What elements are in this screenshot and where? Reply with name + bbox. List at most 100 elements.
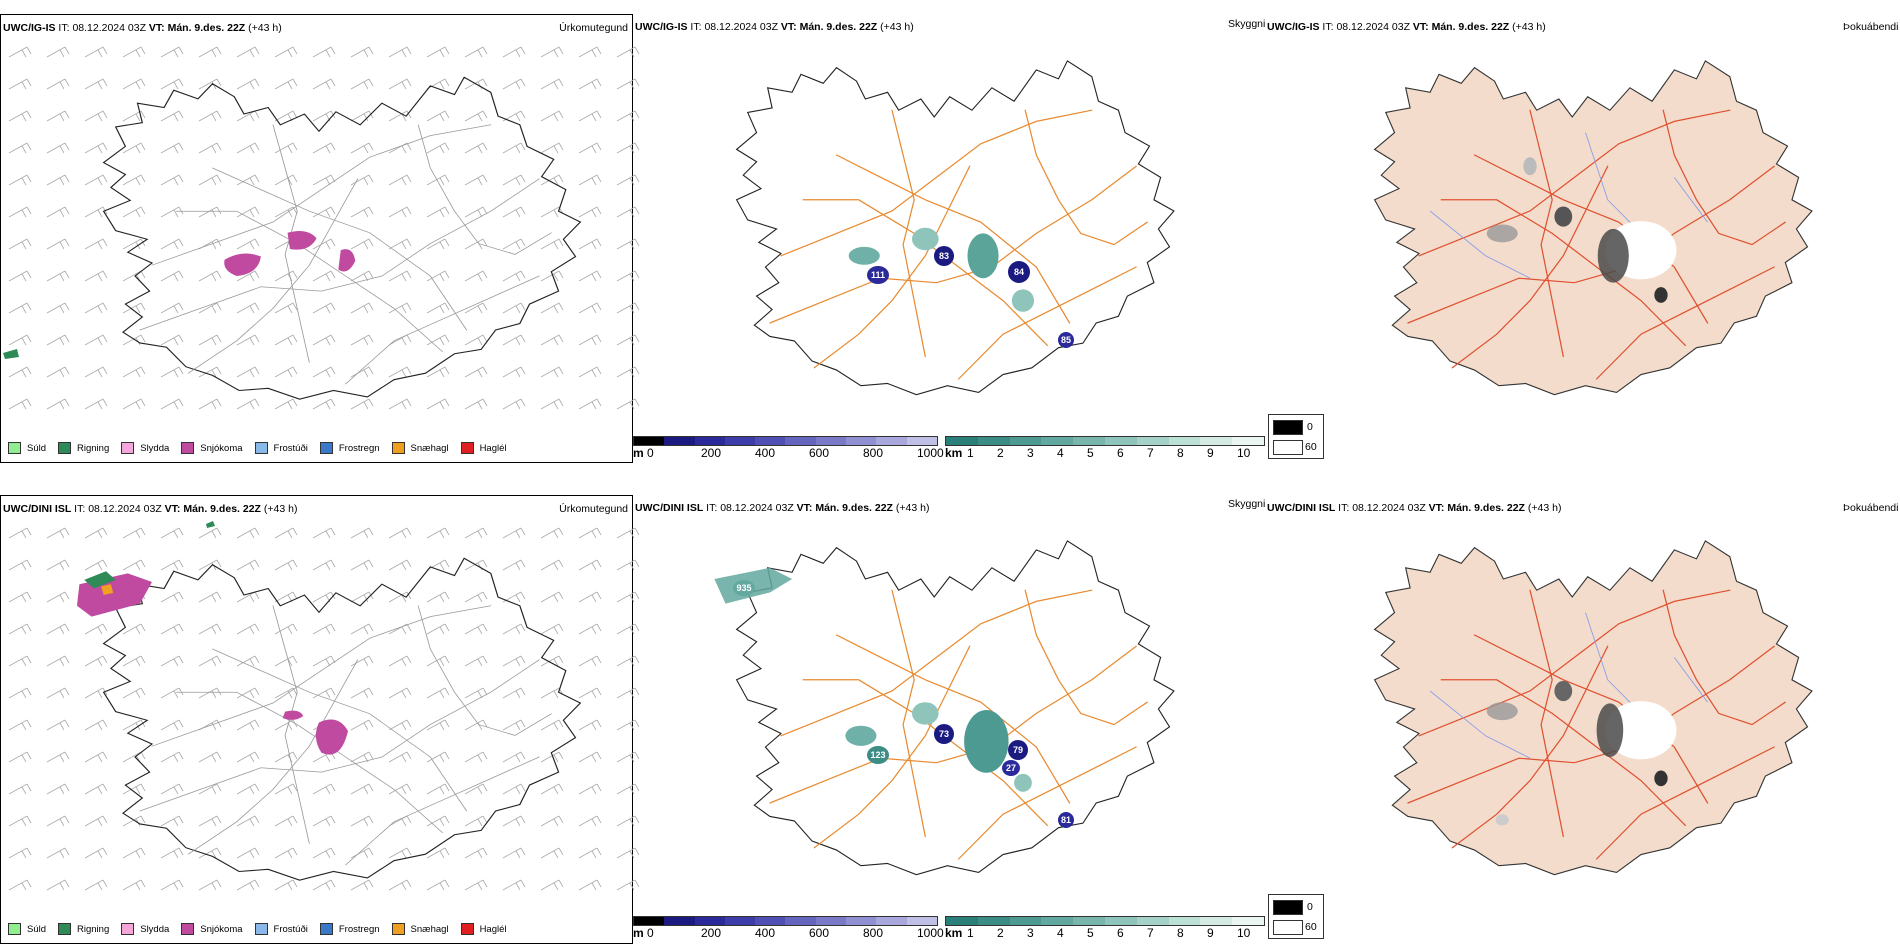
legend-swatch	[391, 923, 405, 935]
wind-barb	[274, 110, 298, 122]
wind-barb	[312, 623, 336, 635]
scale-color-step	[1200, 917, 1233, 925]
legend-swatch	[460, 442, 474, 454]
wind-barb	[274, 78, 298, 90]
wind-barb	[578, 174, 602, 186]
wind-barb	[312, 879, 336, 891]
scale-unit: km	[945, 926, 963, 940]
wind-barb	[350, 206, 374, 218]
wind-barb	[540, 783, 564, 795]
wind-barb	[236, 366, 260, 378]
wind-barb	[160, 238, 184, 250]
visibility-cell-label: 85	[1058, 332, 1074, 348]
scale-tick-label: 200	[701, 446, 722, 460]
wind-barb	[502, 879, 526, 891]
scale-color-step	[906, 437, 937, 445]
precip-legend-item: Slydda	[121, 923, 169, 935]
precip-legend-item: Rigning	[58, 923, 109, 935]
wind-barb	[464, 783, 488, 795]
valid-time-label: VT:	[148, 22, 165, 34]
panel-title-visibility: Skyggni	[1228, 18, 1266, 30]
wind-barb	[8, 366, 32, 378]
scale-tick-label: 200	[701, 926, 722, 940]
wind-barb	[84, 879, 108, 891]
wind-barb	[46, 559, 70, 571]
wind-barb	[274, 719, 298, 731]
legend-label: Frostúði	[273, 923, 308, 935]
wind-barb	[236, 591, 260, 603]
legend-label: Snæhagl	[410, 442, 449, 454]
wind-barb	[426, 238, 450, 250]
wind-barb	[616, 623, 640, 635]
wind-barb	[388, 783, 412, 795]
wind-barb	[198, 527, 222, 539]
wind-barb	[540, 655, 564, 667]
legend-label: Haglél	[479, 923, 507, 935]
wind-barb	[274, 623, 298, 635]
wind-barb	[388, 110, 412, 122]
wind-barb	[388, 815, 412, 827]
valid-time-value: Mán. 9.des. 22Z	[815, 502, 893, 514]
wind-barb	[388, 559, 412, 571]
fog-legend-swatch	[1273, 420, 1303, 435]
snow-pellets-area	[101, 584, 114, 595]
wind-barb	[198, 655, 222, 667]
wind-barb	[236, 142, 260, 154]
wind-barb	[502, 847, 526, 859]
wind-barb	[388, 334, 412, 346]
wind-barb	[502, 687, 526, 699]
wind-barb	[578, 815, 602, 827]
wind-barb	[578, 591, 602, 603]
wind-barb	[160, 270, 184, 282]
init-time-value: 08.12.2024 03Z	[1352, 502, 1426, 514]
precip-legend: Súld Rigning Slydda Snjókoma Frostúði Frostre…	[8, 442, 519, 454]
wind-barb	[160, 623, 184, 635]
wind-barb	[236, 879, 260, 891]
rain-area	[84, 571, 116, 589]
wind-barb	[502, 142, 526, 154]
wind-barb	[540, 366, 564, 378]
wind-barb	[236, 527, 260, 539]
model-name: UWC/IG-IS	[1267, 21, 1320, 33]
wind-barb	[464, 815, 488, 827]
wind-barb	[350, 847, 374, 859]
wind-barb	[616, 527, 640, 539]
visibility-cell-label: 84	[1008, 261, 1030, 283]
wind-barb	[388, 623, 412, 635]
wind-barb	[312, 142, 336, 154]
wind-barb	[578, 238, 602, 250]
scale-tick-label: 7	[1147, 446, 1154, 460]
precip-legend-item: Slydda	[121, 442, 169, 454]
map-header: UWC/IG-IS IT: 08.12.2024 03Z VT: Mán. 9.…	[3, 22, 282, 34]
init-time-label: IT:	[58, 22, 70, 34]
wind-barb	[312, 270, 336, 282]
wind-barb	[616, 559, 640, 571]
wind-barb	[46, 302, 70, 314]
wind-barb	[426, 655, 450, 667]
wind-barb	[46, 783, 70, 795]
scale-unit: m	[633, 446, 644, 460]
visibility-map	[714, 540, 1175, 876]
legend-swatch	[181, 442, 195, 454]
legend-swatch	[121, 923, 135, 935]
wind-barb	[198, 751, 222, 763]
map-header: UWC/IG-IS IT: 08.12.2024 03Z VT: Mán. 9.…	[635, 21, 914, 33]
init-time-label: IT:	[1322, 21, 1334, 33]
wind-barb	[426, 527, 450, 539]
legend-label: Frostúði	[273, 442, 308, 454]
wind-barb	[350, 398, 374, 410]
wind-barb	[160, 815, 184, 827]
wind-barb	[160, 783, 184, 795]
wind-barb	[198, 815, 222, 827]
wind-barb	[502, 206, 526, 218]
legend-label: Slydda	[140, 442, 170, 454]
wind-barb	[122, 142, 146, 154]
visibility-cell-label: 81	[1058, 812, 1074, 828]
wind-barb	[122, 366, 146, 378]
wind-barb	[198, 398, 222, 410]
wind-barb	[274, 559, 298, 571]
lead-time: (+43 h)	[248, 22, 282, 34]
wind-barb	[464, 398, 488, 410]
wind-barb	[8, 110, 32, 122]
wind-barb	[540, 591, 564, 603]
